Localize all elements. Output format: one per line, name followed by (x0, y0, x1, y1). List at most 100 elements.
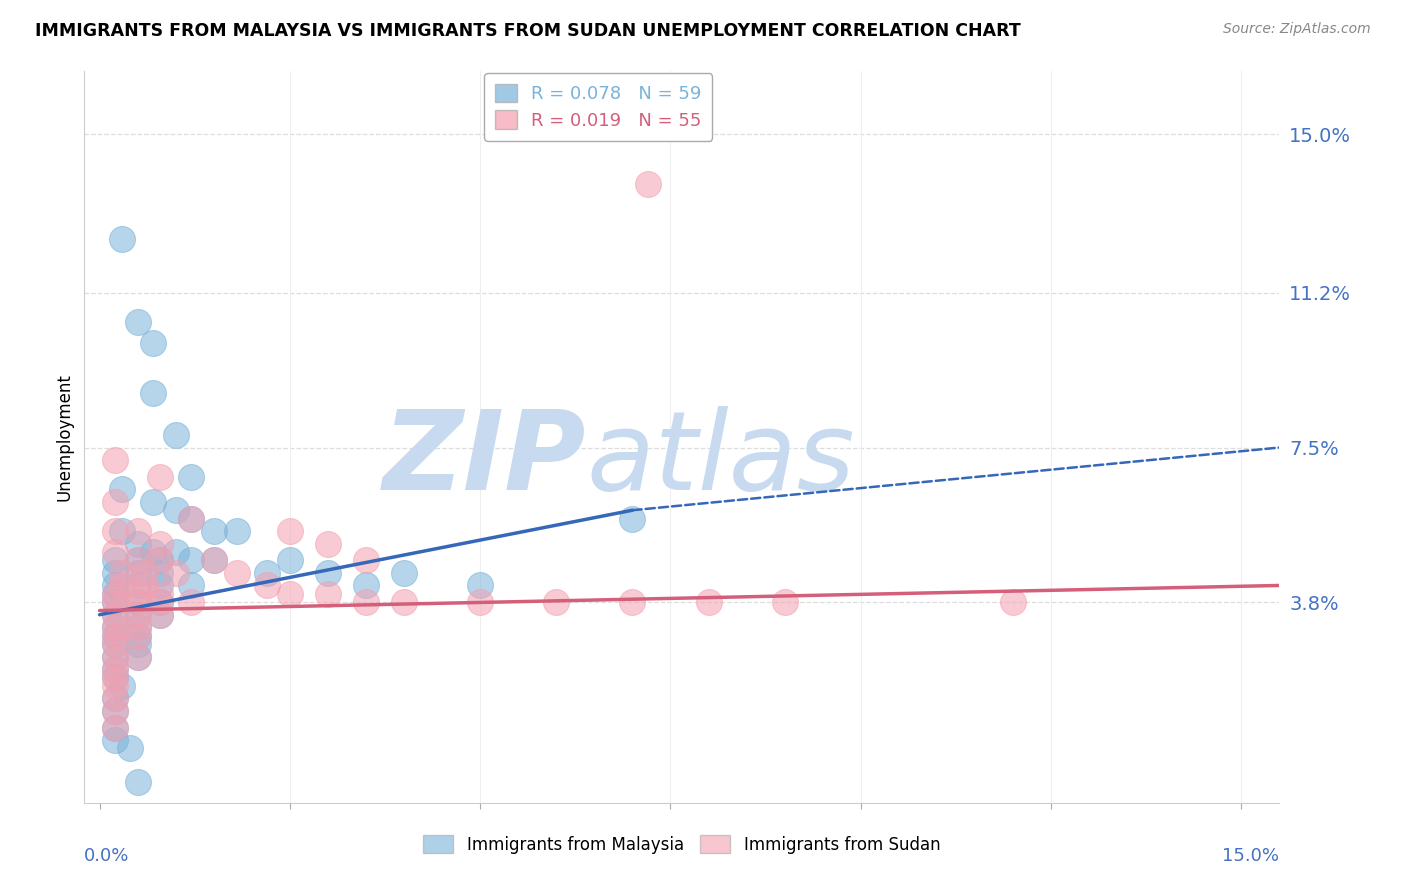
Point (149, 470, 172, 484)
Point (111, 524, 134, 538)
Point (104, 637, 127, 651)
Point (104, 649, 127, 664)
Point (225, 524, 247, 538)
Point (104, 662, 127, 676)
Point (149, 553, 172, 567)
Point (104, 607, 127, 622)
Text: 0.0%: 0.0% (84, 847, 129, 864)
Point (127, 607, 149, 622)
Point (180, 511, 202, 525)
Text: IMMIGRANTS FROM MALAYSIA VS IMMIGRANTS FROM SUDAN UNEMPLOYMENT CORRELATION CHART: IMMIGRANTS FROM MALAYSIA VS IMMIGRANTS F… (35, 22, 1021, 40)
Point (165, 428, 187, 442)
Point (111, 679, 134, 693)
Point (149, 536, 172, 550)
Point (111, 483, 134, 497)
Point (104, 679, 127, 693)
Text: 15.0%: 15.0% (1222, 847, 1279, 864)
Point (470, 578, 492, 592)
Point (637, 178, 659, 192)
Point (278, 587, 301, 601)
Point (127, 629, 149, 643)
Point (104, 620, 127, 634)
Text: Source: ZipAtlas.com: Source: ZipAtlas.com (1223, 22, 1371, 37)
Point (392, 566, 415, 580)
Point (104, 704, 127, 718)
Point (149, 595, 172, 609)
Point (621, 595, 644, 609)
Point (104, 545, 127, 559)
Point (278, 524, 301, 538)
Point (180, 595, 202, 609)
Point (104, 733, 127, 747)
Point (127, 536, 149, 550)
Point (256, 566, 278, 580)
Point (104, 595, 127, 609)
Point (104, 629, 127, 643)
Point (104, 453, 127, 467)
Point (104, 670, 127, 684)
Point (104, 721, 127, 735)
Point (142, 336, 165, 351)
Point (142, 545, 165, 559)
Text: atlas: atlas (586, 406, 855, 513)
Y-axis label: Unemployment: Unemployment (55, 373, 73, 501)
Point (127, 587, 149, 601)
Text: ZIP: ZIP (382, 406, 586, 513)
Point (111, 231, 134, 245)
Point (127, 595, 149, 609)
Point (104, 566, 127, 580)
Point (104, 721, 127, 735)
Point (165, 545, 187, 559)
Point (104, 620, 127, 634)
Point (127, 553, 149, 567)
Point (127, 775, 149, 789)
Point (127, 315, 149, 329)
Point (127, 524, 149, 538)
Point (202, 553, 225, 567)
Point (134, 566, 156, 580)
Point (104, 629, 127, 643)
Point (354, 595, 377, 609)
Point (278, 553, 301, 567)
Point (127, 607, 149, 622)
Point (149, 607, 172, 622)
Point (127, 595, 149, 609)
Point (104, 524, 127, 538)
Point (697, 595, 720, 609)
Point (142, 495, 165, 509)
Point (165, 566, 187, 580)
Point (225, 566, 247, 580)
Point (470, 595, 492, 609)
Point (180, 578, 202, 592)
Point (127, 553, 149, 567)
Point (118, 741, 141, 756)
Point (392, 595, 415, 609)
Point (149, 566, 172, 580)
Point (104, 691, 127, 706)
Point (127, 649, 149, 664)
Point (149, 553, 172, 567)
Point (127, 566, 149, 580)
Point (354, 578, 377, 592)
Point (202, 524, 225, 538)
Point (165, 503, 187, 517)
Point (149, 578, 172, 592)
Point (104, 670, 127, 684)
Point (142, 386, 165, 401)
Point (111, 578, 134, 592)
Point (546, 595, 568, 609)
Point (104, 649, 127, 664)
Point (127, 620, 149, 634)
Point (316, 536, 339, 550)
Point (180, 511, 202, 525)
Point (111, 566, 134, 580)
Point (202, 553, 225, 567)
Point (104, 662, 127, 676)
Point (104, 495, 127, 509)
Point (134, 578, 156, 592)
Point (256, 578, 278, 592)
Point (149, 607, 172, 622)
Point (1002, 595, 1025, 609)
Point (127, 620, 149, 634)
Point (127, 637, 149, 651)
